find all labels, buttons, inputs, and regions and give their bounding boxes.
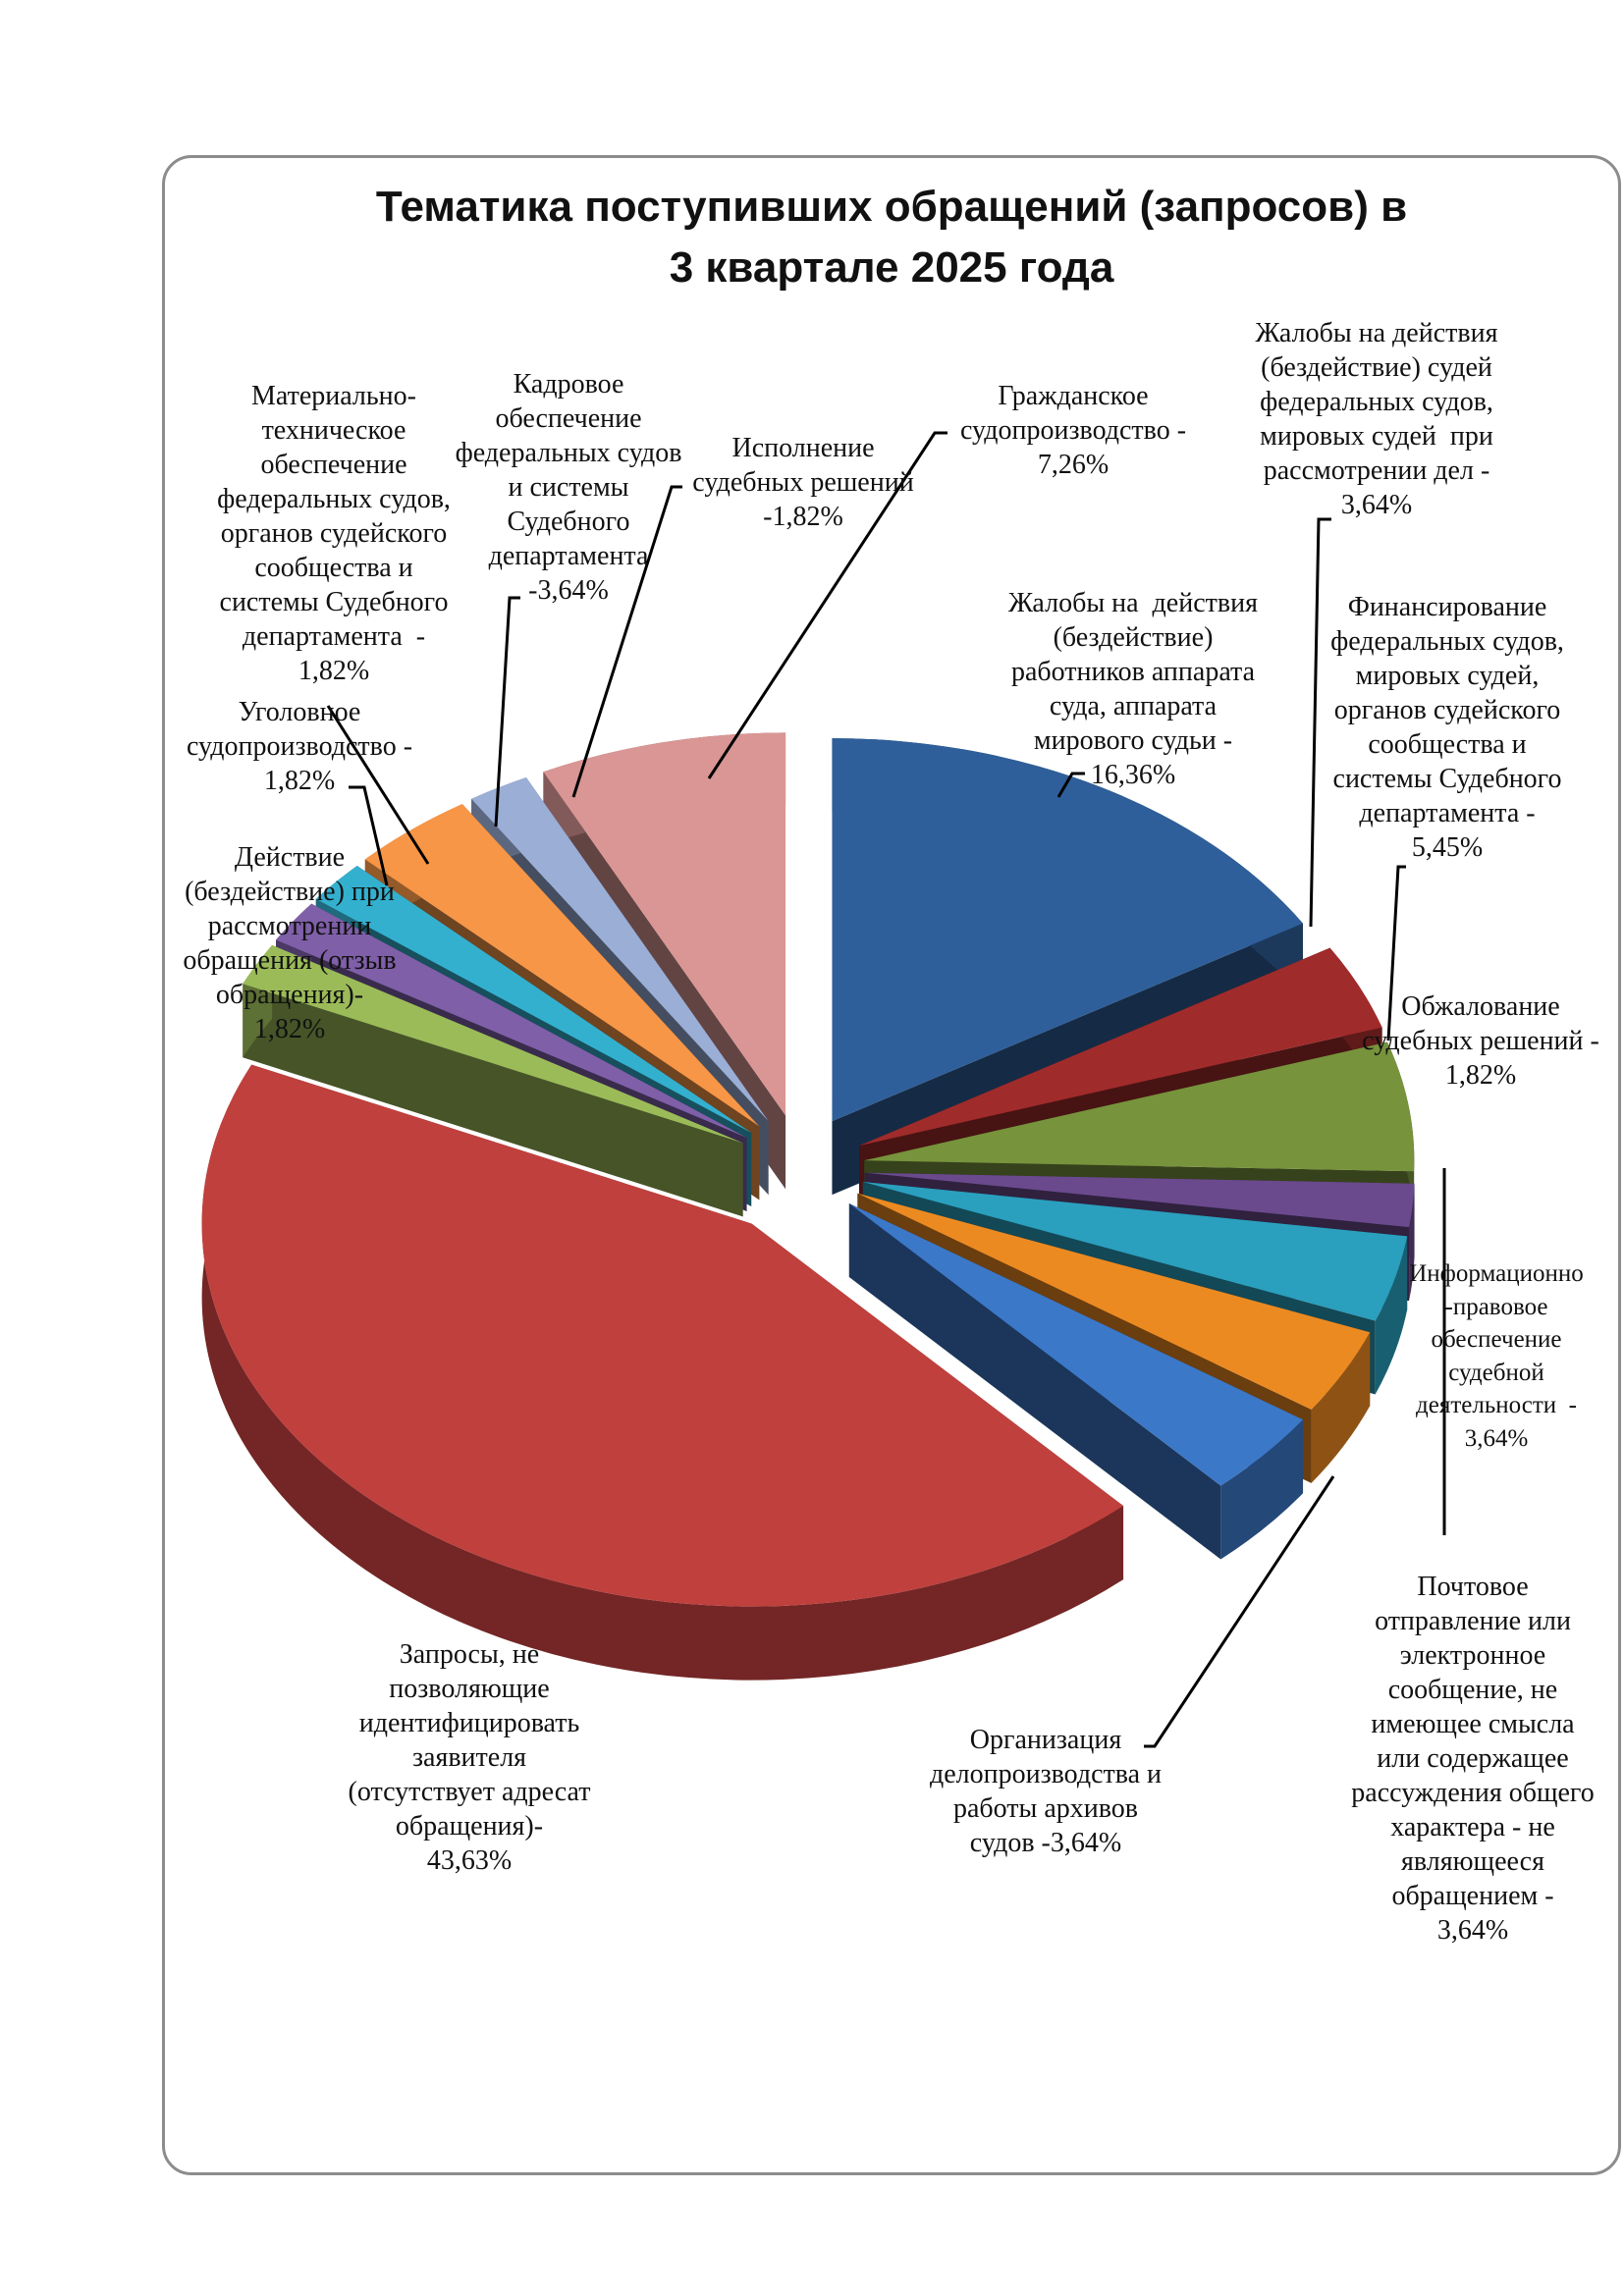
label-material: Материально- техническое обеспечение фед… [217, 381, 451, 686]
label-mail: Почтовое отправление или электронное соо… [1351, 1572, 1595, 1946]
pie-slice-top [857, 1193, 1371, 1410]
label-appeal: Обжалование судебных решений - 1,82% [1362, 991, 1599, 1091]
pie-slice-top [364, 804, 760, 1127]
pie-slice-top [864, 1172, 1415, 1228]
pie-slice-top [864, 1041, 1415, 1172]
pie-slice-outer-wall [1220, 1419, 1304, 1560]
pie-slice-top [276, 903, 747, 1138]
leader-line-2 [1309, 517, 1331, 928]
pie-slice-top [471, 776, 769, 1122]
chart-frame [162, 155, 1621, 2175]
leader-line-10 [349, 785, 389, 886]
label-records: Организация делопроизводства и работы ар… [929, 1725, 1163, 1858]
pie-slice-top [859, 947, 1382, 1147]
leader-line-11 [326, 705, 430, 865]
pie-slice-top [201, 1064, 1124, 1607]
label-anonymous: Запросы, не позволяющие идентифицировать… [348, 1639, 591, 1876]
label-financing: Финансирование федеральных судов, мировы… [1330, 592, 1564, 863]
label-personnel: Кадровое обеспечение федеральных судов и… [455, 369, 682, 606]
label-complaints-judges: Жалобы на действия (бездействие) судей ф… [1255, 318, 1498, 520]
label-civil: Гражданское судопроизводство - 7,26% [959, 381, 1187, 480]
label-info-legal: Информационно -правовое обеспечение суде… [1409, 1260, 1584, 1452]
pie-slice-outer-wall [201, 1064, 1124, 1681]
pie-slice-edge-wall [848, 1203, 1221, 1560]
label-execution: Исполнение судебных решений -1,82% [692, 433, 914, 532]
label-criminal: Уголовное судопроизводство - 1,82% [186, 697, 413, 796]
pie-slice-outer-wall [1311, 1332, 1371, 1483]
pie-slice-top [315, 866, 752, 1133]
leader-line-1 [1056, 772, 1085, 798]
leader-line-14 [707, 431, 947, 779]
pie-slice-outer-wall [1375, 1236, 1408, 1395]
label-inaction: Действие (бездействие) при рассмотрении … [183, 842, 397, 1044]
pie-slice-top [848, 1203, 1304, 1486]
pie-slice-top [862, 1181, 1408, 1321]
pie-slice-8 [201, 1064, 1124, 1681]
pie-slice-top [243, 944, 743, 1144]
leader-line-13 [571, 485, 682, 798]
chart-title: Тематика поступивших обращений (запросов… [375, 183, 1408, 292]
leader-line-3 [1386, 865, 1406, 1041]
pie-slice-9 [243, 944, 743, 1217]
leader-line-12 [494, 596, 520, 828]
pie-slice-top [832, 738, 1303, 1122]
pie-slice-outer-wall [1409, 1183, 1415, 1302]
pie-slice-top [543, 732, 786, 1116]
label-complaints-staff: Жалобы на действия (бездействие) работни… [1008, 588, 1258, 790]
leader-line-7 [1144, 1475, 1335, 1748]
pie-slice-7 [848, 1203, 1304, 1560]
